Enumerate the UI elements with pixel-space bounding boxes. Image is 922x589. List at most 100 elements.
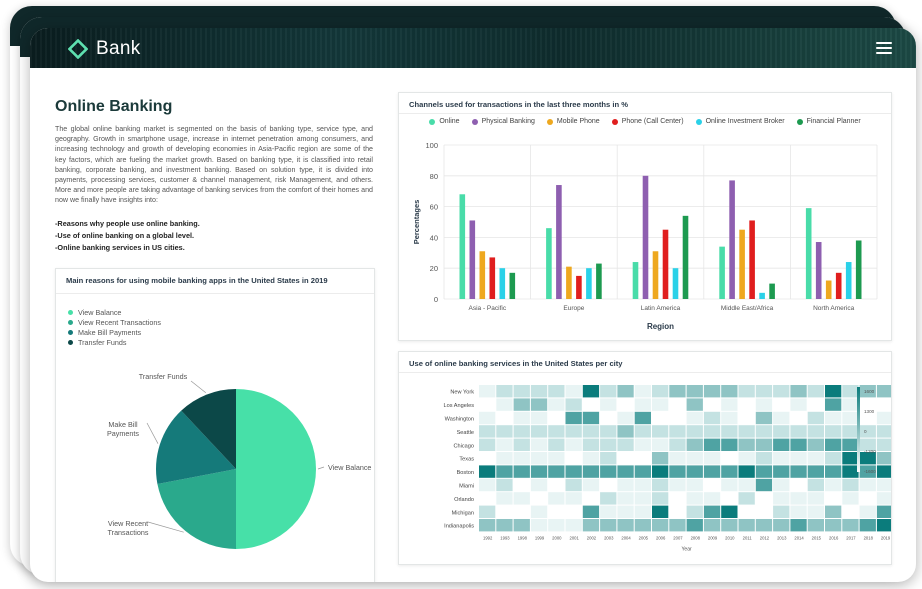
- heatmap-cell: [686, 452, 703, 465]
- heatmap-col-label: 1998: [518, 535, 528, 540]
- heatmap-cell: [686, 438, 703, 451]
- pie-slice: [181, 389, 236, 469]
- heatmap-cell: [807, 519, 824, 532]
- heatmap-cell: [859, 425, 876, 438]
- heatmap-cell: [634, 398, 651, 411]
- legend-dot: [611, 118, 618, 125]
- heatmap-cell: [513, 438, 530, 451]
- y-tick-label: 0: [434, 295, 438, 304]
- heatmap-cell: [565, 519, 582, 532]
- heatmap-cell: [600, 385, 617, 398]
- heatmap-card: Use of online banking services in the Un…: [398, 351, 892, 565]
- heatmap-cell: [876, 478, 891, 492]
- heatmap-cell: [652, 398, 669, 411]
- heatmap-cell: [807, 452, 824, 465]
- hamburger-menu-icon[interactable]: [876, 42, 892, 57]
- heatmap-cell: [652, 478, 669, 492]
- heatmap-cell: [548, 385, 565, 398]
- bar: [682, 215, 689, 299]
- heatmap-cell: [859, 398, 876, 411]
- heatmap-cell: [773, 425, 790, 438]
- legend-dot: [68, 329, 73, 335]
- heatmap-col-label: 2014: [794, 535, 804, 540]
- heatmap-cell: [669, 519, 686, 532]
- heatmap-col-label: 2016: [829, 535, 839, 540]
- bar-chart-card: Channels used for transactions in the la…: [398, 92, 892, 341]
- heatmap-cell: [582, 465, 600, 478]
- heatmap-cell: [548, 452, 565, 465]
- pie-chart-card: Main reasons for using mobile banking ap…: [55, 268, 375, 582]
- heatmap-row-label: Orlando: [454, 497, 474, 503]
- legend-dot: [68, 309, 73, 315]
- heatmap-cell: [548, 505, 565, 518]
- bar: [855, 240, 862, 299]
- heatmap-cell: [617, 425, 634, 438]
- heatmap-cell: [582, 398, 600, 411]
- heatmap-cell: [600, 478, 617, 492]
- heatmap-cell: [634, 492, 651, 505]
- heatmap-cell: [530, 425, 548, 438]
- heatmap-cell: [496, 452, 513, 465]
- heatmap-cell: [652, 438, 669, 451]
- heatmap-cell: [582, 505, 600, 518]
- heatmap-col-label: 2005: [639, 535, 649, 540]
- heatmap-cell: [582, 519, 600, 532]
- legend-dot: [68, 319, 73, 325]
- pie-legend-item: View Recent Transactions: [68, 317, 161, 327]
- heatmap-cell: [479, 398, 496, 411]
- bar-legend-item: Mobile Phone: [546, 118, 600, 125]
- heatmap-cell: [859, 465, 876, 478]
- heatmap-cell: [565, 478, 582, 492]
- heatmap-cell: [738, 425, 755, 438]
- heatmap-cell: [617, 519, 634, 532]
- heatmap-cell: [807, 411, 824, 425]
- heatmap-cell: [721, 385, 738, 398]
- heatmap-col-label: 2003: [604, 535, 614, 540]
- callout-label: View Balance: [328, 463, 371, 472]
- heatmap-row-label: Seattle: [457, 430, 474, 436]
- heatmap-cell: [773, 438, 790, 451]
- x-tick-label: Asia - Pacific: [469, 305, 507, 312]
- heatmap-cell: [755, 425, 773, 438]
- bar-chart-title: Channels used for transactions in the la…: [409, 100, 628, 109]
- heatmap-x-axis-label: Year: [682, 546, 692, 552]
- heatmap-cell: [721, 438, 738, 451]
- heatmap-cell: [876, 452, 891, 465]
- bar: [739, 229, 745, 299]
- heatmap-cell: [825, 411, 842, 425]
- heatmap-cell: [565, 385, 582, 398]
- heatmap-cell: [617, 385, 634, 398]
- heatmap-cell: [876, 398, 891, 411]
- bar-legend: Online Physical Banking Mobile Phone Phone …: [399, 118, 891, 125]
- heatmap-cell: [790, 492, 807, 505]
- brand-logo[interactable]: Bank: [68, 38, 141, 60]
- heatmap-cell: [496, 519, 513, 532]
- heatmap-col-label: 2001: [569, 535, 579, 540]
- heatmap-cell: [825, 385, 842, 398]
- legend-label: Physical Banking: [481, 118, 535, 125]
- heatmap-cell: [686, 519, 703, 532]
- heatmap-cell: [548, 411, 565, 425]
- heatmap-col-label: 2019: [881, 535, 891, 540]
- heatmap-cell: [548, 438, 565, 451]
- heatmap-cell: [479, 478, 496, 492]
- heatmap-cell: [686, 492, 703, 505]
- heatmap-cell: [721, 425, 738, 438]
- heatmap-col-label: 2006: [656, 535, 666, 540]
- heatmap-cell: [755, 398, 773, 411]
- heatmap-cell: [738, 519, 755, 532]
- heatmap-cell: [790, 385, 807, 398]
- legend-label: Transfer Funds: [78, 337, 127, 347]
- heatmap-cell: [496, 411, 513, 425]
- insight-item: -Use of online banking on a global level…: [55, 231, 195, 240]
- heatmap-cell: [496, 398, 513, 411]
- heatmap-row-label: New York: [450, 390, 474, 396]
- heatmap-cell: [773, 385, 790, 398]
- heatmap-cell: [652, 385, 669, 398]
- heatmap-row-label: Miami: [459, 484, 474, 490]
- heatmap-cell: [807, 465, 824, 478]
- heatmap-cell: [876, 505, 891, 518]
- heatmap-cell: [513, 505, 530, 518]
- heatmap-cell: [669, 398, 686, 411]
- insight-item: -Reasons why people use online banking.: [55, 219, 200, 228]
